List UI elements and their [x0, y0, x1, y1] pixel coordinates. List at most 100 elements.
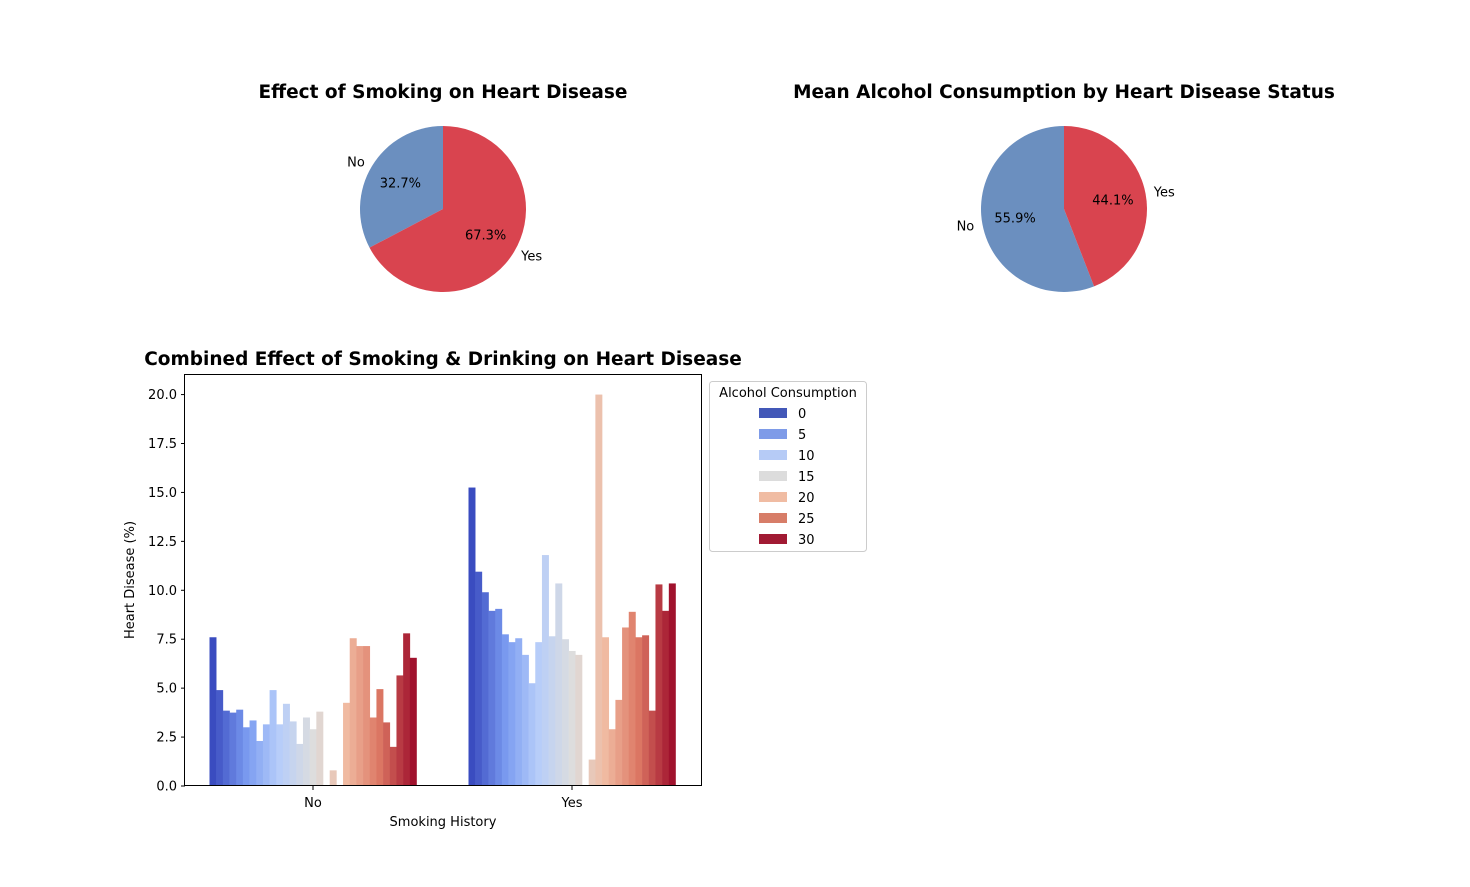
pie2-slices: 55.9% No 44.1% Yes: [957, 126, 1175, 293]
bar-no-11: [282, 703, 290, 786]
bar-no-14: [302, 717, 310, 786]
bar-no-21: [349, 638, 357, 786]
bar-yes-18: [588, 759, 596, 786]
x-tick-label: No: [304, 796, 322, 811]
bar-yes-1: [475, 571, 483, 786]
bar-no-24: [369, 717, 377, 786]
bar-yes-6: [508, 642, 516, 786]
legend-swatch: [759, 534, 787, 544]
pie-chart-smoking: Effect of Smoking on Heart Disease 32.7%…: [259, 82, 628, 292]
legend: Alcohol Consumption 0 5 10 15 20 25 30: [709, 381, 867, 552]
bars: [209, 394, 676, 786]
legend-label: 10: [798, 449, 815, 464]
bar-yes-0: [468, 487, 476, 786]
legend-label: 0: [798, 407, 806, 422]
pie2-slice-label: Yes: [1153, 186, 1175, 201]
y-tick-label: 7.5: [156, 633, 177, 648]
y-tick-label: 2.5: [156, 731, 177, 746]
pie2-title: Mean Alcohol Consumption by Heart Diseas…: [793, 82, 1335, 103]
pie1-title: Effect of Smoking on Heart Disease: [259, 82, 628, 103]
bar-no-30: [409, 657, 417, 786]
legend-box: [709, 381, 867, 552]
bar-chart-combined: Combined Effect of Smoking & Drinking on…: [123, 349, 742, 830]
y-tick-label: 5.0: [156, 682, 177, 697]
bar-yes-10: [535, 642, 543, 786]
pie1-pct-label: 32.7%: [380, 177, 421, 192]
legend-items: 0 5 10 15 20 25 30: [759, 407, 815, 548]
bar-yes-11: [541, 555, 549, 786]
bar-no-15: [309, 729, 317, 786]
x-axis: No Yes: [304, 786, 583, 811]
pie-chart-alcohol: Mean Alcohol Consumption by Heart Diseas…: [793, 82, 1335, 293]
bar-yes-7: [515, 638, 523, 786]
pie2-slice-label: No: [957, 219, 975, 234]
pie2-pct-label: 44.1%: [1092, 193, 1133, 208]
y-tick-label: 10.0: [148, 584, 177, 599]
legend-swatch: [759, 471, 787, 481]
bar-yes-13: [555, 583, 563, 786]
y-axis: 0.0 2.5 5.0 7.5 10.0 12.5 15.0 17.5 20.0: [148, 388, 185, 795]
y-tick-label: 15.0: [148, 486, 177, 501]
bar-yes-25: [635, 637, 643, 786]
bar-no-26: [383, 722, 391, 786]
bar-yes-28: [655, 584, 663, 786]
bar-yes-20: [602, 637, 610, 786]
pie1-slice-label: No: [347, 155, 365, 170]
pie1-slice-label: Yes: [520, 250, 542, 265]
legend-swatch: [759, 513, 787, 523]
bar-yes-27: [648, 710, 656, 786]
bar-yes-21: [608, 729, 616, 786]
legend-title: Alcohol Consumption: [719, 386, 857, 401]
y-axis-label: Heart Disease (%): [123, 521, 138, 639]
legend-swatch: [759, 408, 787, 418]
bar-no-6: [249, 720, 257, 786]
pie1-slices: 32.7% No 67.3% Yes: [347, 126, 542, 292]
bar-yes-8: [521, 654, 529, 786]
bar-yes-15: [568, 650, 576, 786]
bar-no-9: [269, 690, 277, 786]
bar-no-1: [216, 690, 224, 786]
bar-no-27: [389, 746, 397, 786]
bar-no-8: [262, 724, 270, 786]
bar-no-28: [396, 675, 404, 786]
bar-no-12: [289, 721, 297, 786]
bar-yes-5: [501, 634, 509, 786]
legend-label: 15: [798, 470, 815, 485]
bar-no-5: [242, 727, 250, 786]
bar-no-4: [236, 709, 244, 786]
bar-yes-22: [615, 699, 623, 786]
bar-yes-2: [481, 592, 489, 786]
bar-yes-26: [642, 635, 650, 786]
y-tick-label: 0.0: [156, 780, 177, 795]
bar-yes-16: [575, 654, 583, 786]
bar-no-7: [256, 740, 264, 786]
pie2-slice-no: [980, 126, 1095, 293]
bar-no-2: [222, 710, 230, 786]
x-axis-label: Smoking History: [390, 815, 497, 830]
bar-no-20: [343, 702, 351, 786]
bar-yes-29: [662, 610, 670, 786]
bar-no-13: [296, 743, 304, 786]
bar-no-3: [229, 712, 237, 786]
bar-no-10: [276, 724, 284, 786]
bar-yes-3: [488, 610, 496, 786]
legend-label: 20: [798, 491, 815, 506]
x-tick-label: Yes: [561, 796, 583, 811]
legend-label: 30: [798, 533, 815, 548]
bar-yes-24: [628, 611, 636, 786]
bar-yes-23: [622, 627, 630, 786]
pie1-slice-yes: [369, 126, 526, 292]
bar-yes-19: [595, 394, 603, 786]
bar-yes-9: [528, 683, 536, 786]
legend-swatch: [759, 450, 787, 460]
bar-no-16: [316, 711, 324, 786]
y-tick-label: 17.5: [148, 437, 177, 452]
bar-no-0: [209, 637, 217, 786]
pie1-pct-label: 67.3%: [465, 228, 506, 243]
pie1-slice-no: [359, 126, 443, 248]
bar-yes-14: [561, 639, 569, 786]
y-tick-label: 12.5: [148, 535, 177, 550]
bar-no-18: [329, 770, 337, 786]
plot-frame: [184, 374, 702, 786]
